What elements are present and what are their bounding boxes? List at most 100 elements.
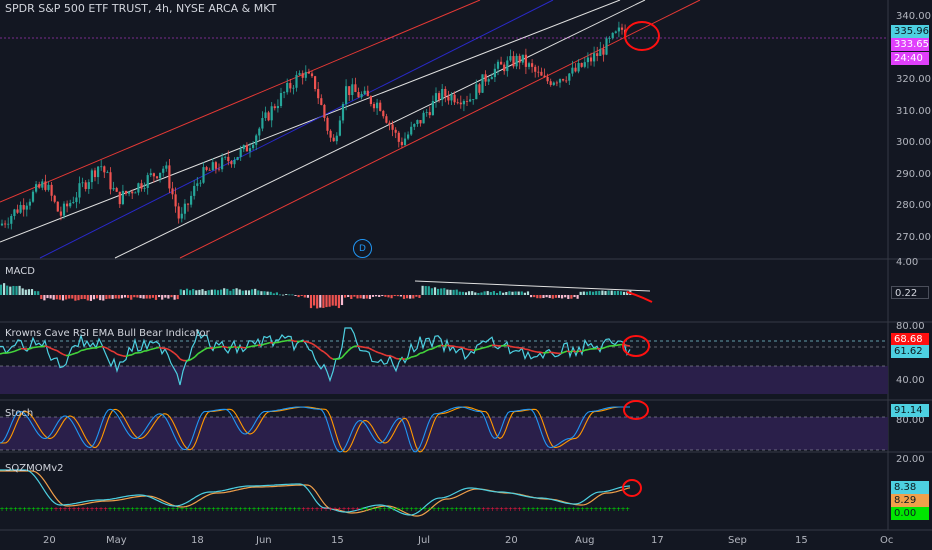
sqz-dot: +: [296, 506, 301, 513]
rsi-ema-segment: [230, 345, 235, 349]
price-tick: 290.00: [896, 169, 931, 180]
price-candle: [143, 187, 146, 189]
macd-histogram-bar: [30, 289, 34, 295]
channel-lower-white: [114, 0, 646, 259]
macd-label: MACD: [5, 266, 35, 277]
macd-histogram-bar: [539, 295, 542, 299]
sqz-dot: +: [508, 506, 513, 513]
rsi-ema-segment: [533, 350, 538, 353]
macd-histogram-bar: [37, 291, 40, 295]
macd-histogram-bar: [210, 289, 213, 295]
price-candle: [329, 130, 332, 138]
macd-histogram-bar: [446, 289, 449, 295]
macd-histogram-bar: [24, 289, 27, 295]
macd-histogram-bar: [598, 290, 601, 295]
price-candle: [190, 195, 193, 205]
sqz-dot: +: [175, 506, 180, 513]
rsi-ema-segment: [338, 356, 343, 360]
rsi-ema-segment: [371, 349, 376, 352]
price-candle: [537, 71, 540, 73]
macd-histogram-bar: [616, 290, 619, 295]
macd-histogram-bar: [58, 295, 61, 300]
macd-histogram-bar: [468, 291, 471, 295]
macd-histogram-bar: [220, 289, 223, 295]
macd-histogram-bar: [508, 291, 511, 295]
price-candle: [593, 53, 596, 62]
price-candle: [208, 169, 211, 171]
price-candle: [422, 112, 425, 124]
sqz-dot: +: [193, 506, 198, 513]
price-candle: [310, 73, 314, 77]
sqz-dot: +: [467, 506, 472, 513]
rsi-ema-segment: [347, 347, 352, 352]
macd-trendline: [414, 280, 651, 292]
price-candle: [450, 94, 453, 101]
rsi-ema-segment: [146, 348, 151, 352]
macd-histogram-bar: [452, 289, 455, 295]
price-candle: [428, 112, 431, 116]
price-candle: [292, 87, 295, 89]
macd-histogram-bar: [294, 295, 297, 296]
macd-histogram-bar: [244, 290, 247, 295]
rsi-ema-segment: [599, 347, 604, 350]
macd-histogram-bar: [291, 294, 294, 296]
macd-tick: 4.00: [896, 257, 919, 268]
price-candle: [620, 27, 624, 30]
dividend-marker[interactable]: D: [353, 239, 372, 258]
sqz-dot: +: [31, 506, 36, 513]
macd-histogram-bar: [458, 291, 461, 295]
sqz-dot: +: [346, 506, 351, 513]
price-candle: [19, 205, 22, 213]
price-candle: [376, 102, 379, 109]
macd-histogram-bar: [551, 295, 554, 299]
price-candle: [171, 188, 174, 195]
sqz-dot: +: [211, 506, 216, 513]
sqz-dot: +: [107, 506, 112, 513]
rsi-ema-segment: [425, 348, 430, 352]
sqz-label: SQZMOMv2: [5, 463, 64, 474]
price-candle: [103, 166, 106, 173]
sqz-dot: +: [143, 506, 148, 513]
macd-histogram-bar: [170, 295, 173, 298]
macd-histogram-bar: [613, 290, 616, 295]
price-candle: [438, 93, 441, 100]
rsi-ema-segment: [68, 353, 73, 357]
price-candle: [205, 167, 208, 170]
sqz-dot: +: [26, 506, 31, 513]
sqz-dot: +: [188, 506, 193, 513]
macd-histogram-bar: [306, 295, 309, 298]
channel-mid-blue: [39, 0, 554, 259]
price-candle: [456, 102, 459, 104]
macd-histogram-bar: [523, 292, 526, 295]
rsi-ema-segment: [482, 346, 487, 349]
macd-histogram-bar: [207, 290, 210, 295]
price-candle: [295, 74, 298, 88]
macd-histogram-bar: [514, 291, 517, 295]
sqz-dot: +: [359, 506, 364, 513]
price-candle: [236, 157, 239, 160]
price-candle: [59, 211, 62, 216]
sqz-dot: +: [445, 506, 450, 513]
macd-histogram-bar: [433, 287, 437, 295]
macd-histogram-bar: [313, 295, 316, 306]
macd-histogram-bar: [185, 288, 189, 295]
sqz-dot: +: [274, 506, 279, 513]
rsi-ema-segment: [203, 347, 208, 351]
macd-histogram-bar: [619, 291, 623, 295]
sqz-dot: +: [251, 506, 256, 513]
macd-histogram-bar: [300, 295, 303, 297]
price-candle: [41, 181, 44, 188]
macd-histogram-bar: [390, 295, 393, 299]
price-candle: [199, 182, 202, 184]
rsi-ema-segment: [113, 351, 118, 355]
macd-histogram-bar: [309, 295, 313, 309]
rsi-ema-segment: [566, 350, 571, 353]
price-candle: [568, 73, 571, 81]
macd-histogram-bar: [12, 285, 15, 295]
price-candle: [62, 203, 66, 216]
price-candle: [558, 79, 562, 83]
rsi-ema-segment: [191, 356, 196, 360]
macd-histogram-bar: [443, 288, 446, 295]
rsi-ema-segment: [350, 345, 355, 349]
